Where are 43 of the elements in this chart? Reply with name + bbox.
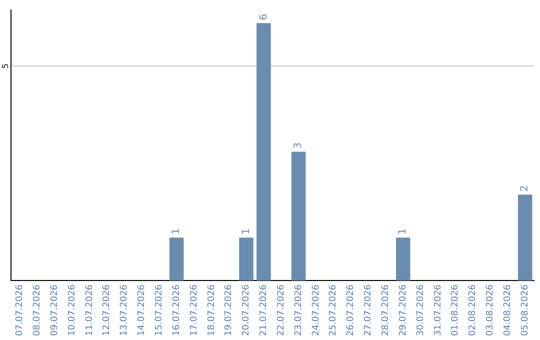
x-tick-label: 11.07.2026 (84, 284, 95, 336)
x-tick-label: 31.07.2026 (433, 284, 444, 336)
x-tick-label: 20.07.2026 (242, 284, 252, 336)
x-tick-label: 17.07.2026 (189, 284, 200, 336)
x-tick-label: 14.07.2026 (137, 284, 148, 336)
x-tick-label: 13.07.2026 (120, 284, 130, 336)
x-tick-label: 27.07.2026 (364, 284, 374, 336)
x-tick-label: 19.07.2026 (224, 284, 234, 336)
x-tick-label: 15.07.2026 (154, 284, 164, 336)
x-tick-label: 07.07.2026 (15, 284, 26, 336)
x-tick-label: 22.07.2026 (276, 284, 286, 336)
bar (518, 194, 532, 280)
bar (239, 238, 254, 280)
x-tick-label: 21.07.2026 (259, 284, 270, 336)
data-label: 1 (398, 228, 409, 235)
x-tick-label: 29.07.2026 (398, 284, 408, 336)
x-tick-label: 24.07.2026 (311, 284, 322, 336)
data-label: 1 (171, 228, 182, 235)
y-tick-label: 5 (1, 63, 10, 69)
x-tick-label: 25.07.2026 (328, 284, 339, 336)
x-tick-label: 12.07.2026 (102, 284, 112, 336)
x-tick-label: 23.07.2026 (294, 284, 304, 336)
x-tick-label: 08.07.2026 (32, 284, 42, 336)
x-tick-label: 09.07.2026 (50, 284, 60, 336)
bar (396, 238, 410, 280)
x-tick-label: 03.08.2026 (486, 284, 496, 336)
x-tick-label: 26.07.2026 (346, 284, 356, 336)
x-tick-label: 30.07.2026 (416, 284, 426, 336)
x-tick-label: 02.08.2026 (468, 284, 478, 336)
data-label: 1 (240, 228, 252, 235)
x-tick-label: 16.07.2026 (172, 284, 182, 336)
x-tick-label: 04.08.2026 (503, 284, 514, 336)
x-tick-label: 05.08.2026 (520, 284, 530, 336)
bar (256, 23, 271, 280)
data-label: 3 (293, 142, 304, 149)
x-tick-label: 01.08.2026 (450, 284, 461, 336)
data-label: 6 (258, 14, 270, 20)
data-label: 2 (520, 185, 531, 192)
x-tick-label: 10.07.2026 (67, 284, 78, 336)
bar (291, 152, 306, 280)
x-tick-label: 18.07.2026 (206, 284, 217, 336)
bar (169, 238, 184, 280)
x-tick-label: 28.07.2026 (381, 284, 392, 336)
